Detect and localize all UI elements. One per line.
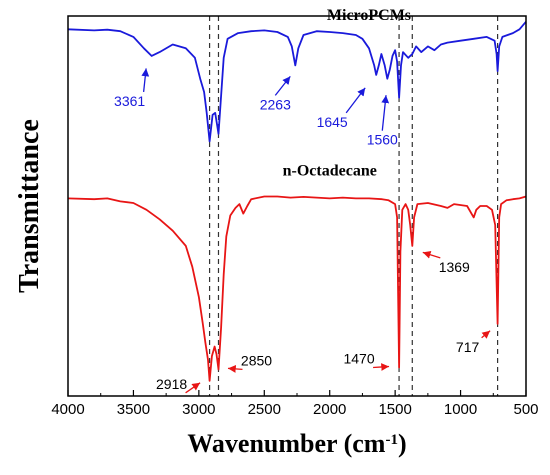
series-label-n-octadecane: n-Octadecane — [283, 163, 377, 180]
x-axis-title-sup: -1 — [385, 432, 398, 448]
x-tick-label-500: 500 — [513, 401, 538, 418]
annotation-arrow-1369 — [422, 251, 441, 259]
x-tick-label-2000: 2000 — [313, 401, 346, 418]
x-tick-label-4000: 4000 — [51, 401, 84, 418]
annotation-label-1560: 1560 — [367, 132, 398, 148]
x-tick-label-1000: 1000 — [444, 401, 477, 418]
x-tick-label-3000: 3000 — [182, 401, 215, 418]
series-layer — [67, 21, 527, 382]
x-tick-label-3500: 3500 — [117, 401, 150, 418]
annotation-arrow-2850 — [227, 365, 243, 373]
annotation-arrow-1560 — [381, 95, 390, 131]
annotation-label-1645: 1645 — [317, 114, 348, 130]
annotation-label-3361: 3361 — [114, 93, 145, 109]
x-axis-title-text: Wavenumber (cm — [187, 429, 385, 458]
annotation-label-1470: 1470 — [343, 351, 374, 367]
annotation-arrow-1470 — [373, 363, 390, 371]
annotation-arrow-1645 — [345, 87, 366, 114]
annotation-arrow-2263 — [274, 75, 291, 96]
annotation-label-717: 717 — [456, 339, 480, 355]
annotation-arrow-3361 — [141, 68, 150, 92]
annotation-arrow-717 — [481, 330, 491, 339]
x-axis-title-close: ) — [398, 429, 407, 458]
annotation-arrow-2918 — [185, 382, 201, 394]
series-line-1 — [67, 195, 527, 382]
x-axis-ticks: 4000 3500 3000 2500 2000 1500 1000 500 — [51, 390, 539, 418]
series-line-0 — [67, 21, 527, 143]
x-tick-label-1500: 1500 — [378, 401, 411, 418]
guide-lines — [208, 16, 499, 396]
annotation-label-1369: 1369 — [439, 259, 470, 275]
annotation-label-2850: 2850 — [241, 352, 272, 368]
annotation-label-2918: 2918 — [156, 376, 187, 392]
annotation-layer: 3361 2263 1645 1560 2918 2850 1470 1369 717 — [114, 68, 491, 394]
series-label-micropcms: MicroPCMs — [327, 7, 411, 24]
annotation-label-2263: 2263 — [260, 96, 291, 112]
x-axis-title: Wavenumber (cm-1) — [187, 429, 406, 458]
y-axis-title: Transmittance — [14, 119, 45, 293]
x-tick-label-2500: 2500 — [248, 401, 281, 418]
